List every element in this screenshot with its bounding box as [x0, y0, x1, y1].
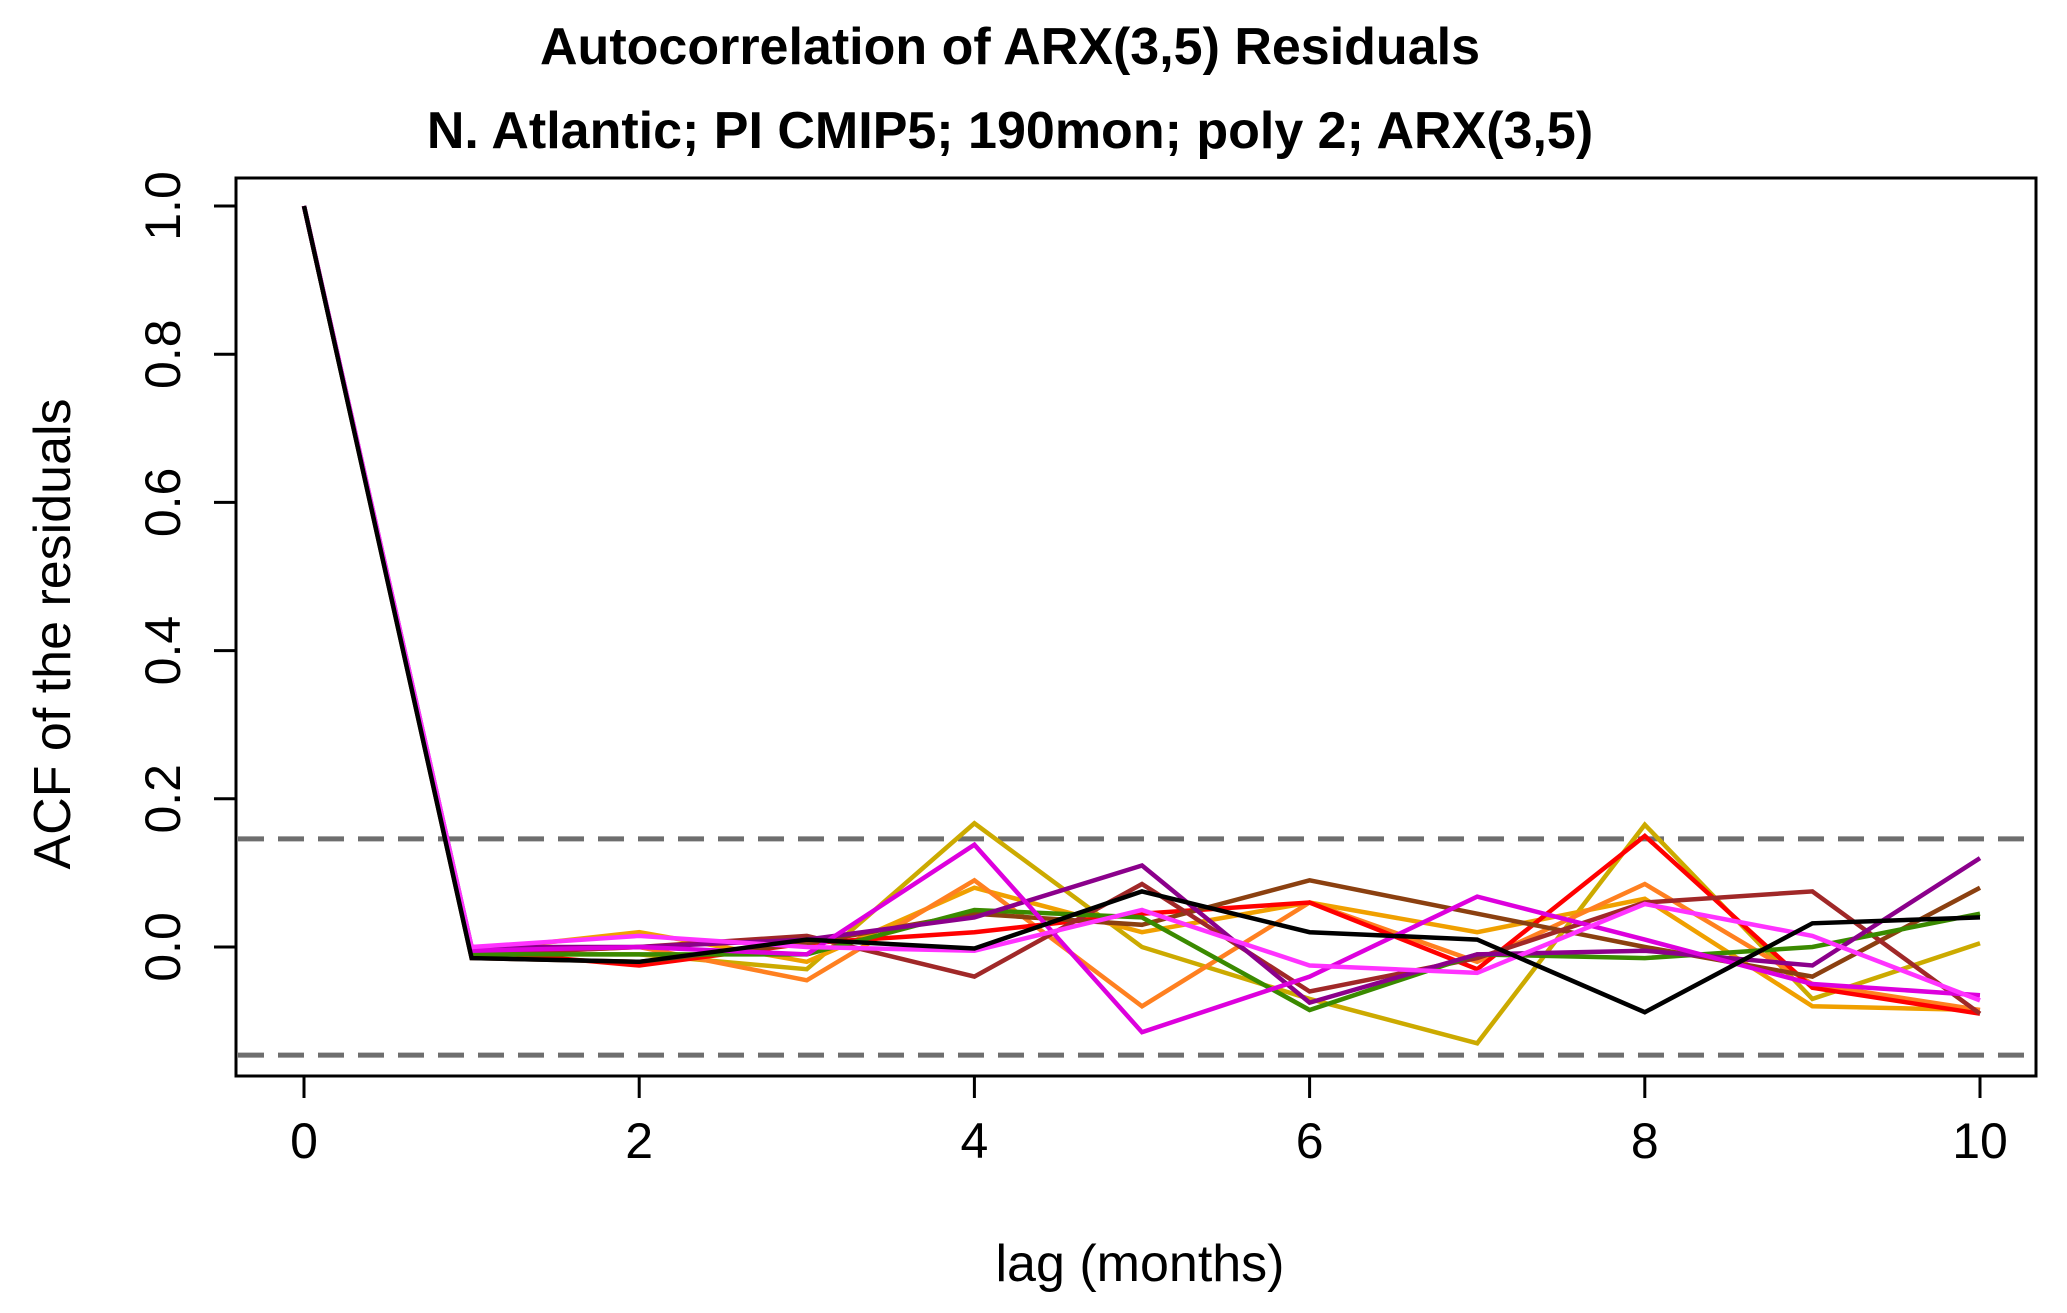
- x-tick-label: 2: [625, 1113, 653, 1169]
- confidence-bounds: [238, 836, 2034, 1058]
- x-tick-label: 8: [1631, 1113, 1659, 1169]
- x-tick-label: 0: [290, 1113, 318, 1169]
- y-tick-label: 0.4: [135, 616, 191, 686]
- y-tick-label: 0.0: [135, 912, 191, 982]
- plot-frame: [234, 176, 2038, 1078]
- x-tick-label: 10: [1952, 1113, 2008, 1169]
- series-line-black: [301, 205, 1981, 1015]
- y-tick-label: 0.6: [135, 468, 191, 538]
- x-tick-label: 6: [1296, 1113, 1324, 1169]
- chart-title: Autocorrelation of ARX(3,5) Residuals: [540, 18, 1480, 76]
- series-line-magenta: [301, 205, 1981, 1035]
- x-axis-label: lag (months): [996, 1235, 1285, 1293]
- chart-subtitle: N. Atlantic; PI CMIP5; 190mon; poly 2; A…: [427, 102, 1593, 160]
- x-axis: 0 2 4 6 8 10: [290, 1074, 2008, 1169]
- y-tick-label: 1.0: [135, 171, 191, 241]
- y-tick-label: 0.2: [135, 764, 191, 834]
- series-group: [301, 205, 1982, 1046]
- y-axis-label: ACF of the residuals: [24, 398, 82, 869]
- x-tick-label: 4: [960, 1113, 988, 1169]
- y-axis: 0.0 0.2 0.4 0.6 0.8 1.0: [135, 171, 236, 982]
- series-line-brown: [301, 205, 1982, 979]
- series-line-violet: [301, 205, 1981, 1003]
- y-tick-label: 0.8: [135, 319, 191, 389]
